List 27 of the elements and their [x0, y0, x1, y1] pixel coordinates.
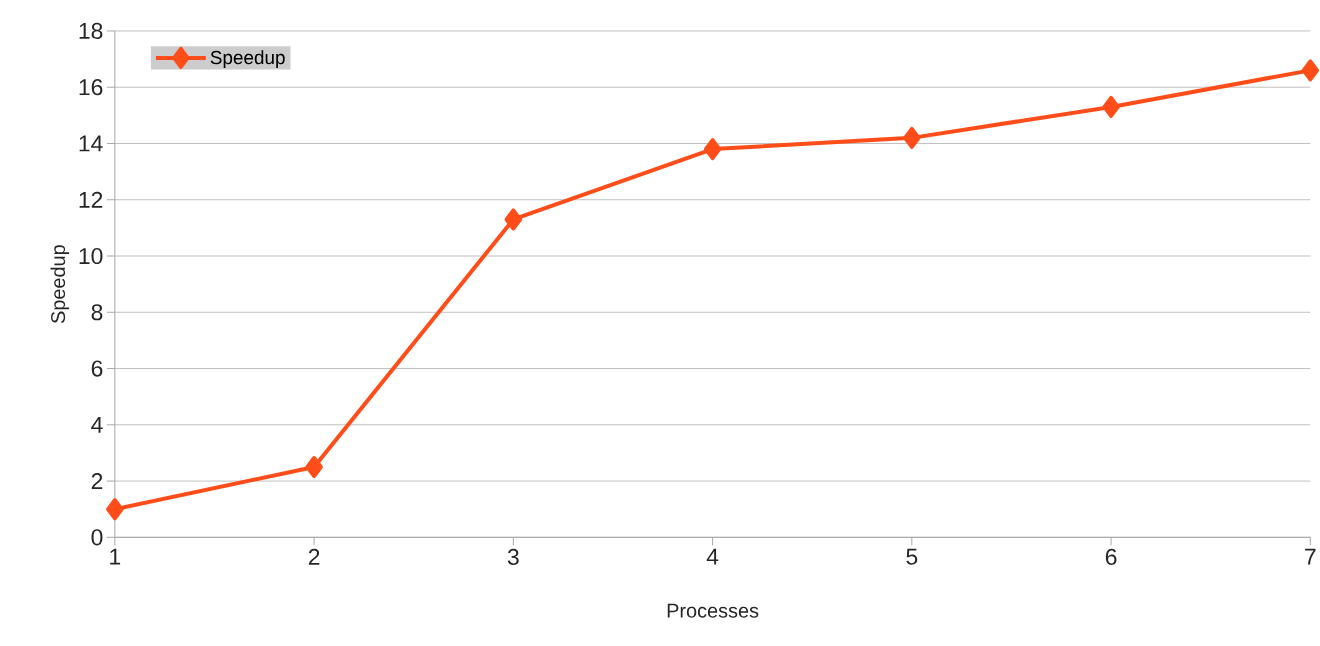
y-tick-label: 6 — [91, 360, 103, 377]
x-tick-label: 1 — [110, 548, 121, 565]
point — [703, 138, 722, 160]
x-tick-label: 2 — [308, 548, 320, 565]
x-tick-label: 4 — [706, 548, 719, 565]
x-tick-label: 5 — [906, 548, 918, 565]
y-tick-label: 4 — [91, 416, 103, 433]
y-tick-label: 8 — [91, 304, 103, 321]
y-tick-label: 10 — [79, 247, 103, 265]
x-axis-title: Processes — [667, 603, 759, 618]
point — [1301, 59, 1320, 82]
point — [504, 208, 523, 231]
y-tick-label: 18 — [79, 22, 103, 39]
x-tick-label: 3 — [507, 548, 519, 565]
y-tick-label: 2 — [91, 472, 103, 489]
y-tick-label: 16 — [79, 79, 103, 96]
point — [1102, 95, 1120, 118]
y-tick-label: 12 — [79, 191, 103, 208]
y-axis-title: Speedup — [50, 245, 70, 323]
x-tick-label: 6 — [1105, 548, 1117, 565]
point — [903, 126, 921, 149]
x-tick-label: 7 — [1305, 548, 1316, 565]
legend-label: Speedup — [210, 50, 285, 68]
point — [106, 498, 124, 521]
y-tick-label: 14 — [79, 135, 103, 152]
y-tick-label: 0 — [91, 529, 103, 546]
point — [305, 455, 323, 478]
